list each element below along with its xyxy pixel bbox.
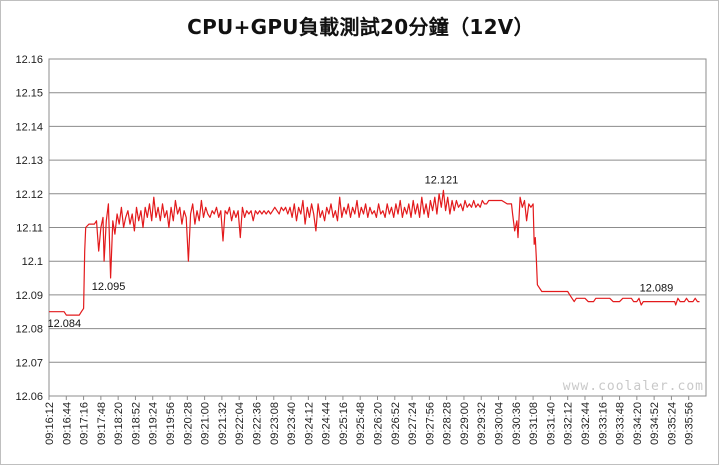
- x-tick-label: 09:35:56: [684, 402, 696, 445]
- x-tick-label: 09:32:44: [580, 402, 592, 445]
- x-tick-label: 09:18:52: [130, 402, 142, 445]
- y-tick-label: 12.14: [15, 121, 43, 133]
- x-tick-label: 09:30:04: [494, 402, 506, 445]
- x-tick-label: 09:25:48: [355, 402, 367, 445]
- series-line: [49, 189, 700, 316]
- x-tick-label: 09:21:32: [217, 402, 229, 445]
- x-tick-label: 09:35:24: [666, 402, 678, 445]
- y-tick-label: 12.12: [15, 189, 43, 201]
- y-tick-label: 12.11: [16, 223, 43, 235]
- x-tick-label: 09:31:40: [545, 402, 557, 445]
- x-tick-label: 09:16:12: [44, 402, 56, 445]
- data-label: 12.095: [92, 281, 126, 293]
- x-tick-label: 09:32:12: [563, 402, 575, 445]
- y-tick-label: 12.08: [15, 324, 43, 336]
- x-tick-label: 09:19:56: [165, 402, 177, 445]
- y-tick-label: 12.15: [15, 88, 43, 100]
- x-tick-label: 09:26:20: [373, 402, 385, 445]
- x-tick-label: 09:26:52: [390, 402, 402, 445]
- x-tick-label: 09:22:36: [251, 402, 263, 445]
- data-label: 12.121: [425, 174, 459, 186]
- x-tick-label: 09:34:52: [649, 402, 661, 445]
- x-tick-label: 09:24:44: [321, 402, 333, 445]
- y-tick-label: 12.1: [22, 256, 43, 268]
- x-tick-label: 09:30:36: [511, 402, 523, 445]
- x-tick-label: 09:21:00: [200, 402, 212, 445]
- chart-title: CPU+GPU負載測試20分鐘（12V）: [187, 15, 534, 39]
- x-tick-label: 09:31:08: [528, 402, 540, 445]
- x-tick-label: 09:29:32: [476, 402, 488, 445]
- x-tick-label: 09:33:16: [597, 402, 609, 445]
- y-tick-label: 12.13: [15, 155, 43, 167]
- watermark-logo: www.coolaler.com: [562, 379, 704, 394]
- y-tick-label: 12.07: [15, 357, 43, 369]
- data-label: 12.089: [640, 282, 674, 294]
- x-tick-label: 09:16:44: [61, 402, 73, 445]
- x-tick-label: 09:27:24: [407, 402, 419, 445]
- y-tick-label: 12.09: [15, 290, 43, 302]
- x-tick-label: 09:17:48: [96, 402, 108, 445]
- x-tick-label: 09:24:12: [303, 402, 315, 445]
- y-tick-label: 12.16: [15, 54, 43, 66]
- x-tick-label: 09:29:00: [459, 402, 471, 445]
- x-tick-label: 09:27:56: [424, 402, 436, 445]
- data-label: 12.084: [47, 318, 81, 330]
- x-tick-label: 09:28:28: [442, 402, 454, 445]
- x-tick-label: 09:34:20: [632, 402, 644, 445]
- x-tick-label: 09:17:16: [79, 402, 91, 445]
- x-tick-label: 09:33:48: [615, 402, 627, 445]
- x-tick-label: 09:23:40: [286, 402, 298, 445]
- x-tick-label: 09:25:16: [338, 402, 350, 445]
- x-tick-label: 09:18:20: [113, 402, 125, 445]
- x-tick-label: 09:19:24: [148, 402, 160, 445]
- x-tick-label: 09:22:04: [234, 402, 246, 445]
- x-tick-label: 09:20:28: [182, 402, 194, 445]
- x-tick-label: 09:23:08: [269, 402, 281, 445]
- y-tick-label: 12.06: [15, 391, 43, 403]
